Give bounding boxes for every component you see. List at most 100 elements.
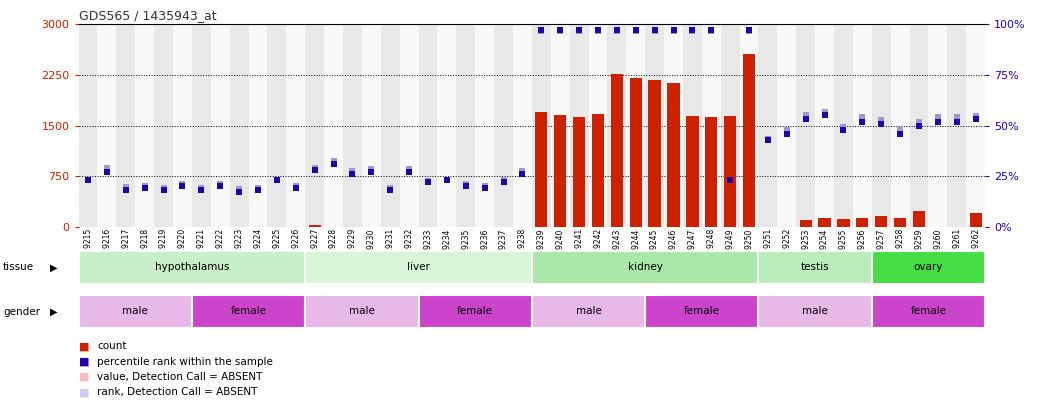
- Bar: [743, 54, 756, 227]
- Text: ovary: ovary: [914, 262, 943, 272]
- Bar: [702, 24, 721, 227]
- Text: testis: testis: [801, 262, 829, 272]
- Bar: [910, 24, 929, 227]
- Bar: [531, 24, 551, 227]
- Bar: [929, 24, 947, 227]
- Bar: [815, 24, 834, 227]
- Text: female: female: [457, 306, 494, 316]
- Bar: [135, 24, 154, 227]
- Bar: [267, 24, 286, 227]
- Text: ▶: ▶: [50, 307, 58, 317]
- Text: ■: ■: [79, 357, 89, 367]
- Bar: [248, 24, 267, 227]
- Text: rank, Detection Call = ABSENT: rank, Detection Call = ABSENT: [97, 388, 258, 397]
- Bar: [570, 24, 589, 227]
- Text: male: male: [349, 306, 375, 316]
- Bar: [759, 24, 778, 227]
- Text: liver: liver: [407, 262, 430, 272]
- Bar: [668, 83, 680, 227]
- Bar: [343, 24, 362, 227]
- Bar: [913, 211, 925, 227]
- Text: female: female: [231, 306, 266, 316]
- Bar: [437, 24, 456, 227]
- Bar: [573, 117, 585, 227]
- Bar: [192, 296, 305, 328]
- Bar: [611, 74, 623, 227]
- Bar: [305, 24, 324, 227]
- Bar: [705, 117, 718, 227]
- Text: male: male: [123, 306, 148, 316]
- Bar: [683, 24, 702, 227]
- Bar: [947, 24, 966, 227]
- Bar: [79, 251, 305, 284]
- Text: count: count: [97, 341, 127, 351]
- Text: ■: ■: [79, 341, 89, 351]
- Bar: [362, 24, 380, 227]
- Text: ■: ■: [79, 372, 89, 382]
- Text: percentile rank within the sample: percentile rank within the sample: [97, 357, 274, 367]
- Bar: [837, 220, 850, 227]
- Bar: [230, 24, 248, 227]
- Bar: [759, 296, 872, 328]
- Bar: [305, 296, 418, 328]
- Bar: [536, 112, 547, 227]
- Bar: [872, 296, 985, 328]
- Bar: [531, 296, 646, 328]
- Bar: [649, 80, 660, 227]
- Bar: [173, 24, 192, 227]
- Bar: [856, 218, 869, 227]
- Bar: [630, 78, 641, 227]
- Bar: [79, 24, 97, 227]
- Bar: [418, 296, 531, 328]
- Text: kidney: kidney: [628, 262, 662, 272]
- Bar: [79, 296, 192, 328]
- Text: gender: gender: [3, 307, 40, 317]
- Bar: [872, 251, 985, 284]
- Bar: [551, 24, 570, 227]
- Bar: [740, 24, 759, 227]
- Bar: [211, 24, 230, 227]
- Bar: [686, 116, 699, 227]
- Bar: [512, 24, 531, 227]
- Bar: [966, 24, 985, 227]
- Bar: [286, 24, 305, 227]
- Bar: [305, 251, 531, 284]
- Bar: [646, 296, 759, 328]
- Text: ▶: ▶: [50, 262, 58, 272]
- Text: hypothalamus: hypothalamus: [155, 262, 230, 272]
- Bar: [592, 114, 604, 227]
- Text: value, Detection Call = ABSENT: value, Detection Call = ABSENT: [97, 372, 263, 382]
- Bar: [554, 115, 566, 227]
- Bar: [116, 24, 135, 227]
- Text: ■: ■: [79, 388, 89, 397]
- Bar: [778, 24, 796, 227]
- Bar: [418, 24, 437, 227]
- Bar: [664, 24, 683, 227]
- Text: tissue: tissue: [3, 262, 35, 272]
- Bar: [800, 220, 812, 227]
- Bar: [834, 24, 853, 227]
- Bar: [192, 24, 211, 227]
- Bar: [154, 24, 173, 227]
- Bar: [97, 24, 116, 227]
- Bar: [818, 218, 831, 227]
- Text: female: female: [684, 306, 720, 316]
- Bar: [969, 213, 982, 227]
- Bar: [891, 24, 910, 227]
- Bar: [875, 216, 888, 227]
- Bar: [608, 24, 627, 227]
- Bar: [721, 24, 740, 227]
- Bar: [646, 24, 664, 227]
- Bar: [853, 24, 872, 227]
- Bar: [627, 24, 646, 227]
- Bar: [759, 251, 872, 284]
- Bar: [380, 24, 399, 227]
- Bar: [308, 225, 321, 227]
- Bar: [324, 24, 343, 227]
- Text: GDS565 / 1435943_at: GDS565 / 1435943_at: [79, 9, 216, 22]
- Text: male: male: [575, 306, 602, 316]
- Bar: [589, 24, 608, 227]
- Bar: [456, 24, 475, 227]
- Bar: [494, 24, 512, 227]
- Text: male: male: [802, 306, 828, 316]
